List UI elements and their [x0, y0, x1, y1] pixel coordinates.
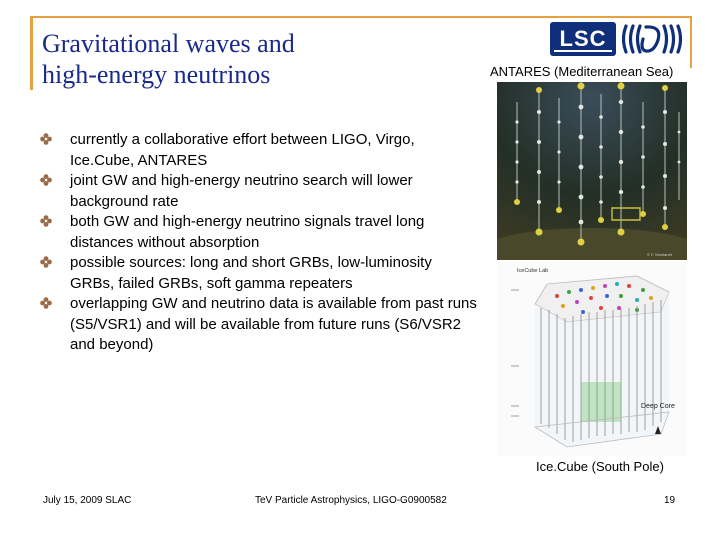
diamond-bullet-icon	[40, 256, 52, 268]
lsc-logo: LSC	[550, 22, 616, 56]
footer-date: July 15, 2009 SLAC	[43, 495, 132, 506]
diamond-bullet-icon	[40, 297, 52, 309]
footer-document-id: TeV Particle Astrophysics, LIGO-G0900582	[255, 495, 447, 506]
bullet-item: currently a collaborative effort between…	[40, 130, 480, 171]
deep-core-label: Deep Core	[641, 403, 675, 410]
icecube-detector-image: IceCube Lab Deep Core	[497, 262, 687, 456]
bullet-text: joint GW and high-energy neutrino search…	[70, 172, 413, 210]
title-frame-top	[30, 16, 692, 18]
bullet-list: currently a collaborative effort between…	[40, 130, 480, 356]
icecube-caption: Ice.Cube (South Pole)	[536, 459, 664, 474]
bullet-item: overlapping GW and neutrino data is avai…	[40, 294, 480, 356]
bullet-item: joint GW and high-energy neutrino search…	[40, 171, 480, 212]
bullet-text: overlapping GW and neutrino data is avai…	[70, 295, 477, 353]
bullet-text: both GW and high-energy neutrino signals…	[70, 213, 425, 251]
bullet-text: currently a collaborative effort between…	[70, 131, 415, 169]
title-line-2: high-energy neutrinos	[42, 60, 271, 89]
title-frame-right	[690, 16, 692, 68]
bullet-text: possible sources: long and short GRBs, l…	[70, 254, 432, 292]
antares-detector-image: © F. Montanet	[497, 82, 687, 260]
svg-text:© F. Montanet: © F. Montanet	[647, 252, 673, 257]
slide-title: Gravitational waves and high-energy neut…	[42, 28, 462, 90]
diamond-bullet-icon	[40, 215, 52, 227]
page-number: 19	[664, 495, 676, 506]
diamond-bullet-icon	[40, 174, 52, 186]
icecube-lab-label: IceCube Lab	[517, 268, 548, 274]
title-line-1: Gravitational waves and	[42, 29, 295, 58]
diamond-bullet-icon	[40, 133, 52, 145]
virgo-logo	[622, 24, 683, 54]
bullet-item: possible sources: long and short GRBs, l…	[40, 253, 480, 294]
bullet-item: both GW and high-energy neutrino signals…	[40, 212, 480, 253]
title-frame-left	[30, 16, 33, 90]
antares-caption: ANTARES (Mediterranean Sea)	[490, 64, 674, 79]
